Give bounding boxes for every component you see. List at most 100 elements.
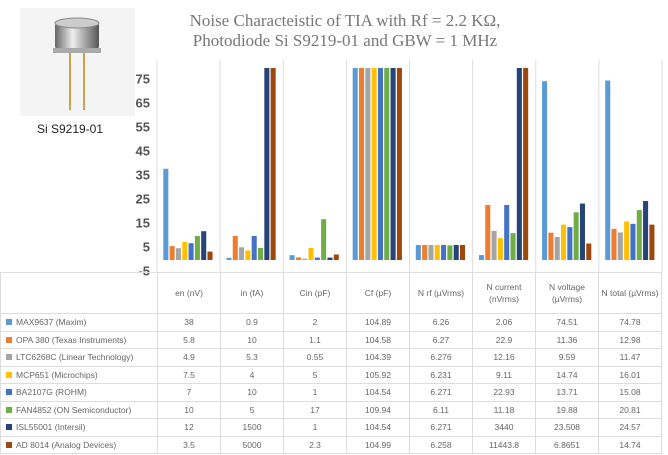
bar xyxy=(460,244,466,260)
table-value: 1500 xyxy=(220,418,284,437)
table-corner xyxy=(0,272,158,314)
bar xyxy=(327,257,333,260)
legend-swatch xyxy=(6,441,12,448)
legend-label: LTC6268C (Linear Technology) xyxy=(16,352,134,363)
bar xyxy=(434,245,440,260)
table-value: 24.57 xyxy=(598,418,662,437)
table-value: 105.92 xyxy=(346,365,410,384)
bar xyxy=(175,248,181,260)
legend-entry: OPA 380 (Texas Instruments) xyxy=(0,330,158,349)
bar xyxy=(377,68,383,260)
bar xyxy=(239,247,245,260)
table-value: 4 xyxy=(220,365,284,384)
bar xyxy=(523,68,529,260)
legend-swatch xyxy=(6,319,12,326)
bar xyxy=(561,224,567,260)
bar xyxy=(611,228,617,260)
table-value: 1 xyxy=(283,383,347,402)
x-tick-label: Cin (pF) xyxy=(283,272,347,314)
table-value: 23.508 xyxy=(535,418,599,437)
bar xyxy=(258,248,264,260)
bar xyxy=(226,257,232,260)
table-value: 6.276 xyxy=(409,348,473,367)
legend-label: MAX9637 (Maxim) xyxy=(16,317,87,328)
legend-entry: BA2107G (ROHM) xyxy=(0,383,158,402)
legend-label: OPA 380 (Texas Instruments) xyxy=(16,334,127,345)
bar xyxy=(188,243,194,260)
bar xyxy=(415,244,421,260)
table-value: 104.89 xyxy=(346,313,410,332)
bar xyxy=(359,68,365,261)
table-value: 5000 xyxy=(220,435,284,454)
table-value: 6.27 xyxy=(409,330,473,349)
chart-title: Photodiode Si S9219-01 and GBW = 1 MHz xyxy=(193,31,498,50)
bar xyxy=(630,223,636,260)
y-tick-label: 55 xyxy=(136,119,150,134)
legend-swatch xyxy=(6,336,12,343)
table-value: 10 xyxy=(157,400,221,419)
bar xyxy=(321,219,327,260)
table-value: 74.51 xyxy=(535,313,599,332)
bar xyxy=(510,233,516,260)
table-value: 17 xyxy=(283,400,347,419)
bar xyxy=(169,246,175,260)
table-value: 6.26 xyxy=(409,313,473,332)
bar xyxy=(251,236,257,260)
table-row: MAX9637 (Maxim) 38 0.9 2 104.89 6.26 2.06 74.51… xyxy=(0,313,662,332)
legend-swatch xyxy=(6,424,12,431)
table-value: 4.9 xyxy=(157,348,221,367)
photodiode-top xyxy=(54,17,100,29)
table-value: 6.231 xyxy=(409,365,473,384)
bar xyxy=(548,232,554,260)
bar xyxy=(308,248,314,260)
legend-entry: FAN4852 (ON Semiconductor) xyxy=(0,400,158,419)
table-value: 104.54 xyxy=(346,418,410,437)
table-value: 6.8651 xyxy=(535,435,599,454)
x-tick-label: N rf (µVrms) xyxy=(409,272,473,314)
table-row: FAN4852 (ON Semiconductor) 10 5 17 109.94 6.1… xyxy=(0,400,662,419)
table-row: ISL55001 (Intersil) 12 1500 1 104.54 6.271 344… xyxy=(0,418,662,437)
bar xyxy=(567,227,573,260)
bar xyxy=(605,80,611,260)
table-header-row: en (nV) in (fA) Cin (pF) Cf (pF) N rf (µVrms… xyxy=(0,272,662,314)
table-value: 12.16 xyxy=(472,348,536,367)
table-value: 104.39 xyxy=(346,348,410,367)
bar xyxy=(447,245,453,260)
bar xyxy=(643,201,649,260)
x-tick-label: in (fA) xyxy=(220,272,284,314)
bar xyxy=(649,224,655,260)
bar xyxy=(453,244,459,260)
table-value: 38 xyxy=(157,313,221,332)
legend-entry: MCP651 (Microchips) xyxy=(0,365,158,384)
table-value: 104.54 xyxy=(346,383,410,402)
table-value: 0.55 xyxy=(283,348,347,367)
bar xyxy=(365,68,371,260)
bar xyxy=(422,244,428,260)
table-value: 5.3 xyxy=(220,348,284,367)
legend-label: ISL55001 (Intersil) xyxy=(16,422,86,433)
x-tick-label: en (nV) xyxy=(157,272,221,314)
data-table: en (nV) in (fA) Cin (pF) Cf (pF) N rf (µVrms… xyxy=(0,272,662,454)
legend-label: FAN4852 (ON Semiconductor) xyxy=(16,404,132,415)
y-tick-label: 75 xyxy=(136,71,150,86)
bar xyxy=(163,168,169,260)
bar xyxy=(333,254,339,260)
legend-swatch xyxy=(6,354,12,361)
bar xyxy=(232,236,238,260)
table-row: BA2107G (ROHM) 7 10 1 104.54 6.271 22.93 13.71 1… xyxy=(0,383,662,402)
chart-title: Noise Characteistic of TIA with Rf = 2.2… xyxy=(190,11,501,30)
legend-entry: MAX9637 (Maxim) xyxy=(0,313,158,332)
bar xyxy=(516,68,522,260)
bar xyxy=(371,68,377,261)
table-value: 12 xyxy=(157,418,221,437)
x-tick-label: N current (nVrms) xyxy=(472,272,536,314)
bar xyxy=(573,212,579,260)
table-value: 1 xyxy=(283,418,347,437)
bar xyxy=(554,236,560,260)
bar xyxy=(194,236,200,260)
table-value: 15.08 xyxy=(598,383,662,402)
x-tick-label: Cf (pF) xyxy=(346,272,410,314)
y-tick-label: 5 xyxy=(143,239,150,254)
table-value: 5.8 xyxy=(157,330,221,349)
